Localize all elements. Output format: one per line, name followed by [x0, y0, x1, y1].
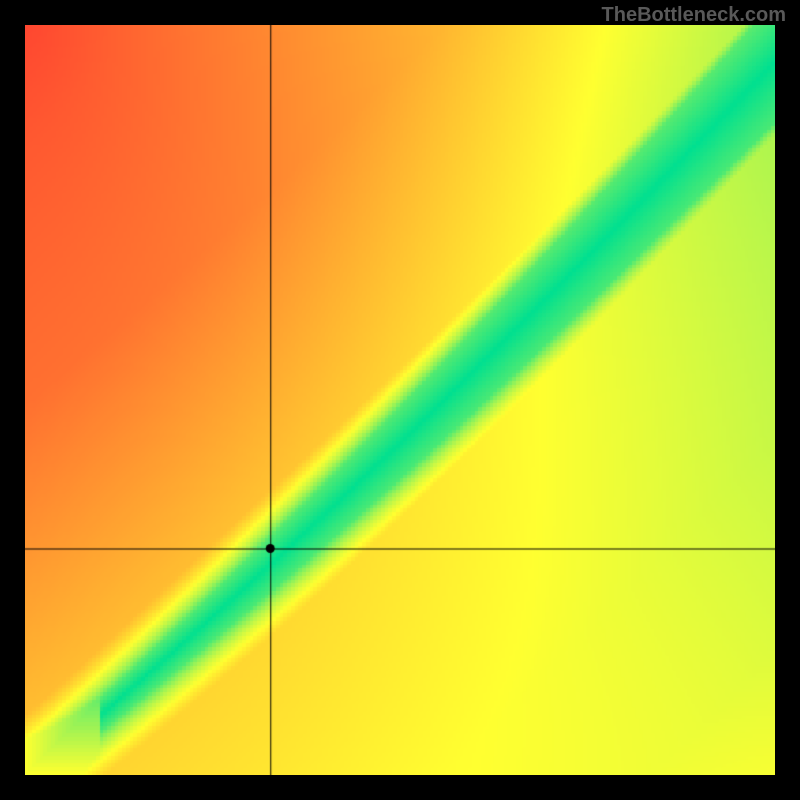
- bottleneck-heatmap: [25, 25, 775, 775]
- plot-area: [25, 25, 775, 775]
- chart-container: TheBottleneck.com: [0, 0, 800, 800]
- watermark-text: TheBottleneck.com: [602, 4, 786, 27]
